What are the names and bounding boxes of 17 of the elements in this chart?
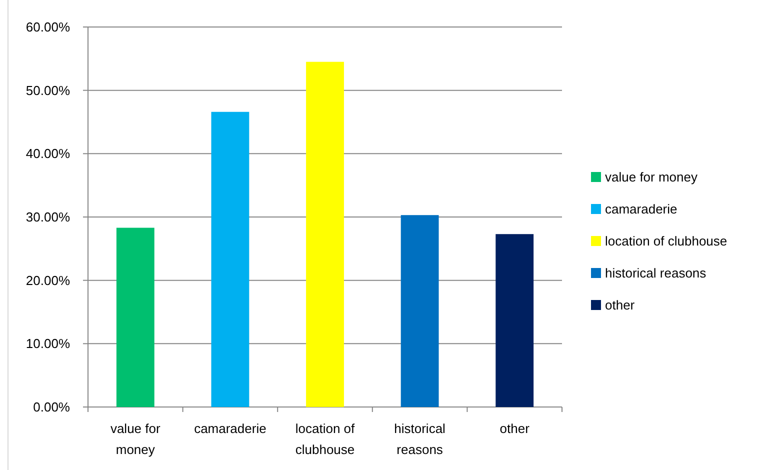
y-tick-label: 30.00% [26,210,70,225]
legend-label: historical reasons [605,266,707,281]
y-tick-label: 40.00% [26,146,70,162]
x-tick-label: other [500,421,530,436]
x-tick-label: location of clubhouse [295,421,356,457]
x-tick-label: value for money [110,421,161,457]
y-tick-label: 0.00% [33,400,70,415]
y-tick-label: 50.00% [26,82,70,98]
x-tick-label: camaraderie [194,421,266,436]
legend-label: camaraderie [605,202,678,217]
x-tick-label: historical reasons [394,421,446,457]
y-tick-label: 20.00% [26,272,70,288]
legend-label: value for money [605,170,698,185]
y-tick-label: 60.00% [26,20,70,35]
legend-label: location of clubhouse [605,234,728,249]
legend-label: other [605,298,636,313]
y-tick-label: 10.00% [26,336,70,352]
